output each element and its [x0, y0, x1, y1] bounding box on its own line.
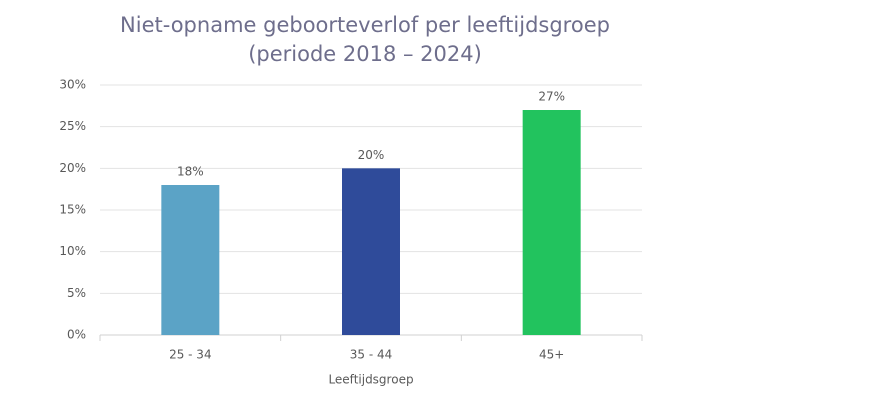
x-tick-label: 45+: [539, 348, 564, 362]
x-tick-label: 35 - 44: [350, 348, 393, 362]
y-tick-label: 10%: [59, 244, 86, 258]
y-tick-label: 5%: [67, 286, 86, 300]
chart-subtitle: (periode 2018 – 2024): [248, 42, 482, 66]
y-tick-label: 25%: [59, 119, 86, 133]
bar: [342, 168, 400, 335]
data-label: 20%: [358, 148, 385, 162]
bar: [161, 185, 220, 335]
bar: [522, 110, 581, 335]
data-label: 18%: [177, 165, 204, 179]
chart-title: Niet-opname geboorteverlof per leeftijds…: [120, 13, 610, 37]
x-tick-label: 25 - 34: [169, 348, 212, 362]
y-tick-label: 20%: [59, 161, 86, 175]
y-tick-label: 15%: [59, 203, 86, 217]
x-axis-label: Leeftijdsgroep: [328, 373, 413, 387]
y-tick-label: 30%: [59, 78, 86, 92]
y-tick-label: 0%: [67, 328, 86, 342]
data-label: 27%: [538, 90, 565, 104]
